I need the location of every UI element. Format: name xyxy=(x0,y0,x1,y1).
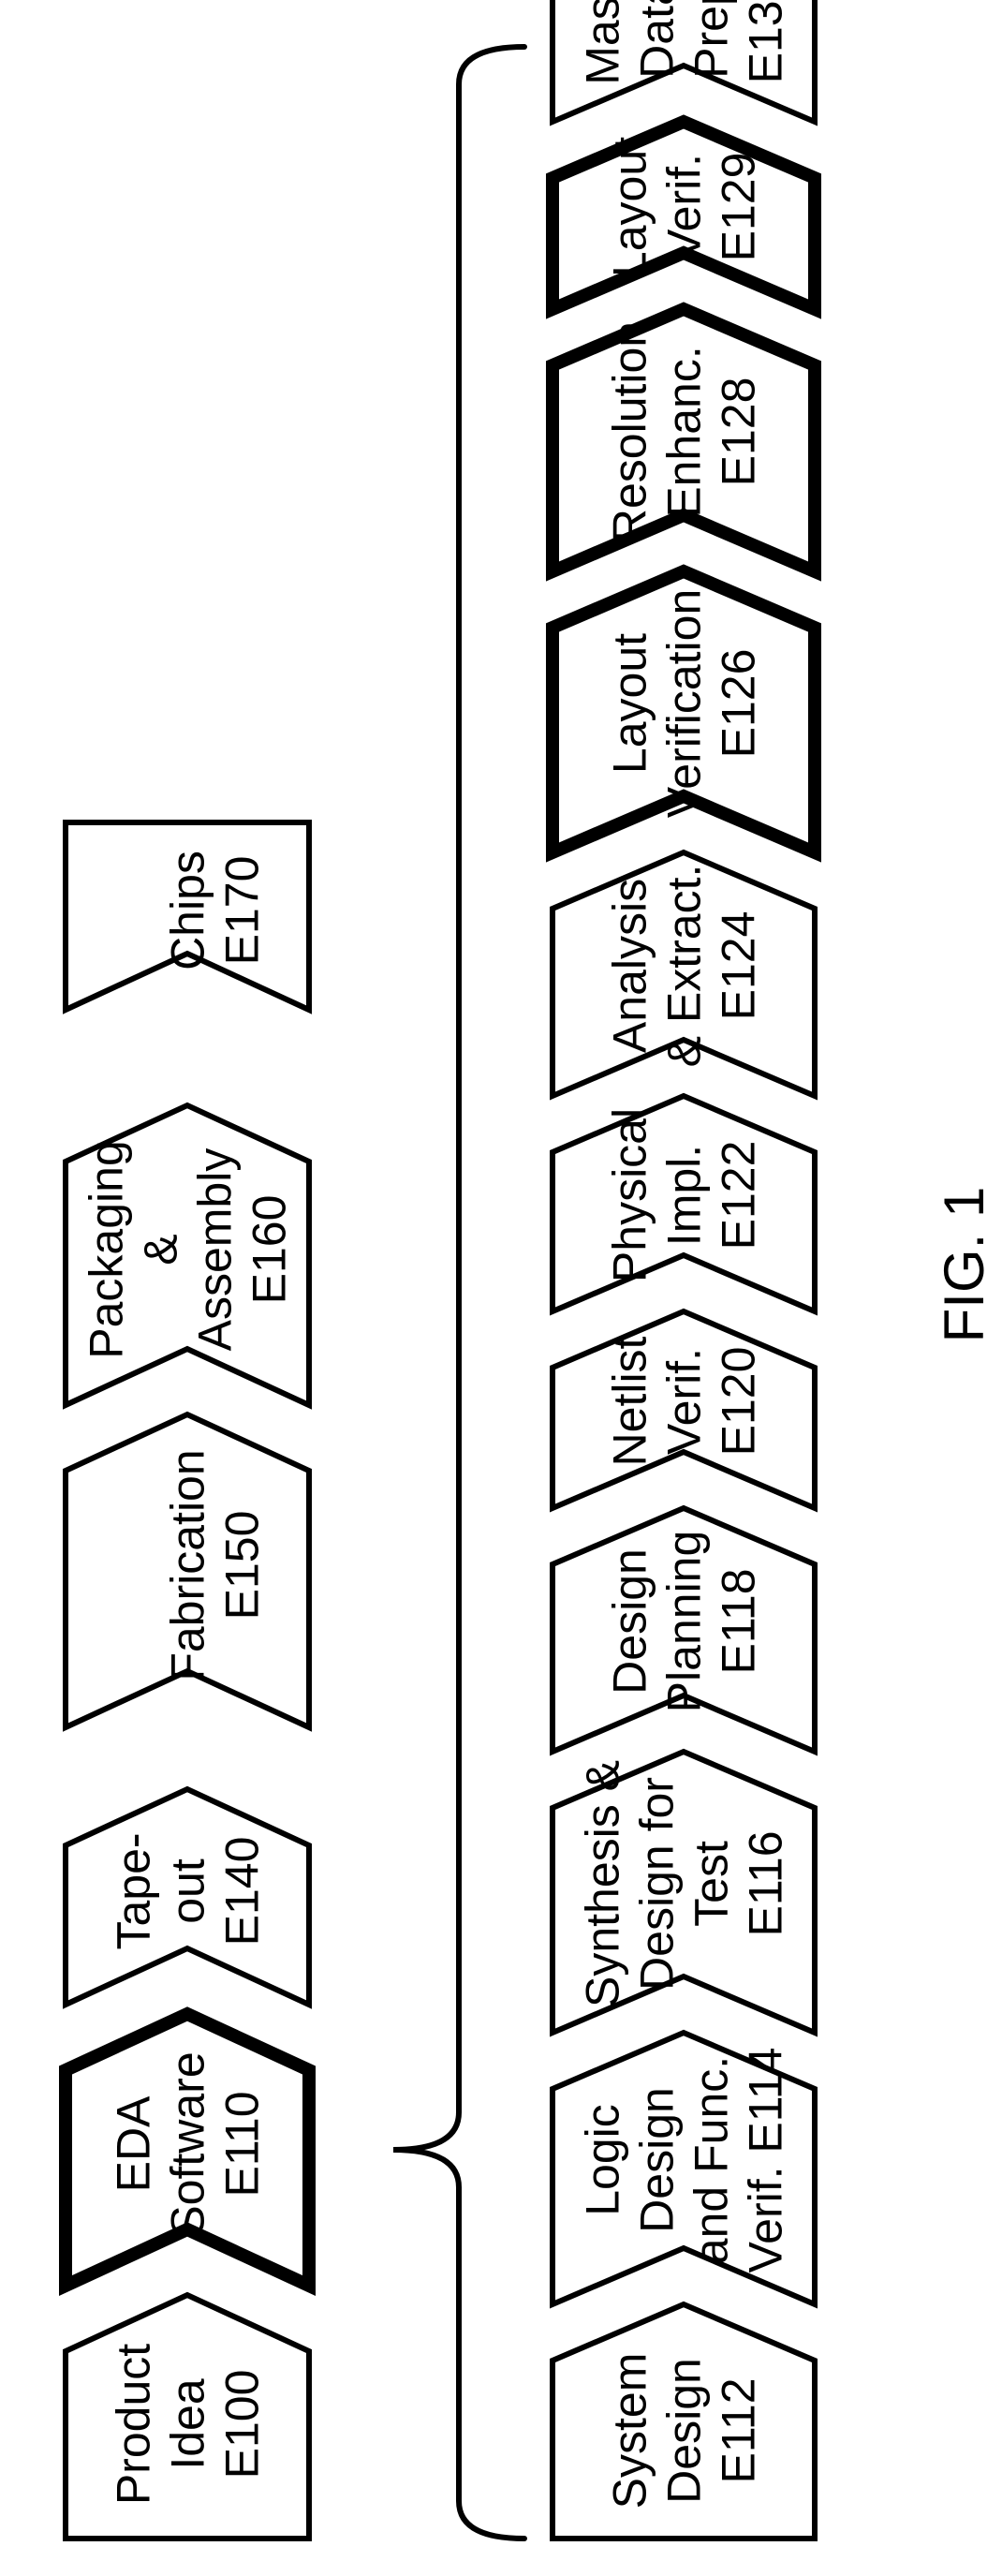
top-flow: ProductIdeaE100EDASoftwareE110Tape-outE1… xyxy=(66,822,309,2539)
eda-flow: SystemDesignE112LogicDesignand Func.Veri… xyxy=(553,0,815,2539)
figure-caption: FIG. 1 xyxy=(933,1187,995,1343)
figure-1-diagram: ProductIdeaE100EDASoftwareE110Tape-outE1… xyxy=(0,0,1002,2576)
eda-layout-verif-2-label: LayoutVerif.E129 xyxy=(604,137,765,277)
eda-netlist-verif-label: NetlistVerif.E120 xyxy=(604,1336,765,1466)
eda-expansion-brace xyxy=(393,47,524,2539)
